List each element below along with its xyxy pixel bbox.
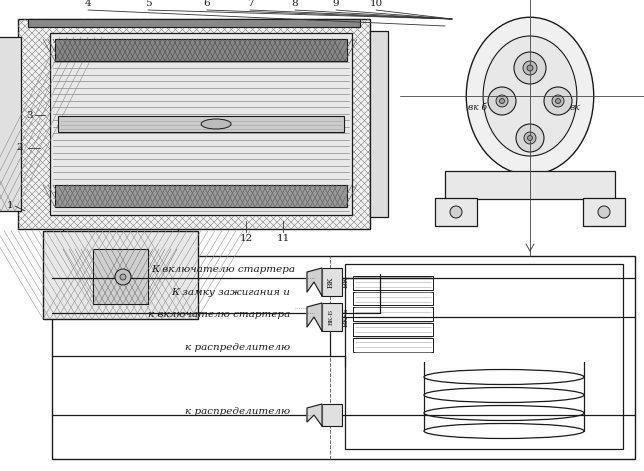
Circle shape (450, 206, 462, 218)
Text: 10: 10 (370, 0, 383, 8)
Polygon shape (307, 404, 322, 426)
Text: к включателю стартера: к включателю стартера (147, 310, 290, 319)
Circle shape (120, 274, 126, 280)
Text: 9: 9 (333, 0, 339, 8)
Circle shape (496, 95, 508, 107)
Text: ВК-Б: ВК-Б (328, 309, 334, 325)
Circle shape (598, 206, 610, 218)
Text: к распределителю: к распределителю (185, 406, 290, 415)
Bar (353, 307, 433, 321)
Text: 5: 5 (145, 0, 151, 8)
Circle shape (524, 132, 536, 144)
Ellipse shape (466, 17, 594, 175)
Bar (370, 31, 388, 217)
Text: 7: 7 (247, 0, 253, 8)
Text: К замку зажигания и: К замку зажигания и (171, 288, 290, 297)
Circle shape (527, 65, 533, 71)
Text: 1: 1 (6, 202, 14, 211)
Bar (353, 323, 433, 336)
Circle shape (488, 87, 516, 115)
Bar (0, 37, 21, 211)
Ellipse shape (424, 423, 584, 439)
Bar (445, 171, 615, 199)
Bar (322, 404, 342, 426)
Circle shape (115, 269, 131, 285)
Text: 3: 3 (26, 111, 33, 120)
Text: к распределителю: к распределителю (185, 343, 290, 352)
Bar (28, 19, 360, 27)
Text: вк: вк (570, 104, 580, 113)
Bar (353, 276, 433, 290)
Text: 2: 2 (17, 144, 23, 153)
Text: ВК: ВК (342, 276, 350, 288)
Circle shape (500, 98, 504, 104)
Circle shape (523, 61, 537, 75)
Text: вк б: вк б (468, 104, 488, 113)
Circle shape (552, 95, 564, 107)
Bar (322, 303, 342, 331)
Bar (58, 116, 344, 132)
Text: ВК: ВК (327, 276, 335, 288)
Text: 8: 8 (292, 0, 298, 8)
Circle shape (544, 87, 572, 115)
Bar (345, 264, 623, 449)
Ellipse shape (424, 406, 584, 421)
Bar (55, 185, 347, 207)
Circle shape (527, 136, 533, 140)
Text: 12: 12 (240, 234, 252, 243)
Bar (55, 39, 347, 61)
Text: ВК-Б: ВК-Б (342, 307, 350, 327)
Bar (322, 268, 342, 296)
Bar (43, 231, 198, 319)
Circle shape (556, 98, 560, 104)
Text: 6: 6 (204, 0, 211, 8)
Text: 11: 11 (276, 234, 290, 243)
Ellipse shape (201, 119, 231, 129)
Bar (353, 292, 433, 305)
Circle shape (514, 52, 546, 84)
Bar (435, 198, 477, 226)
Circle shape (516, 124, 544, 152)
Bar (50, 33, 352, 215)
Bar (583, 198, 625, 226)
Polygon shape (307, 303, 322, 331)
Text: К включателю стартера: К включателю стартера (151, 265, 295, 274)
Text: 4: 4 (85, 0, 91, 8)
Polygon shape (307, 268, 322, 296)
Bar (52, 256, 635, 459)
Ellipse shape (424, 370, 584, 384)
Bar (18, 19, 370, 229)
Ellipse shape (483, 36, 577, 156)
Bar (353, 338, 433, 352)
Bar (93, 249, 148, 304)
Ellipse shape (424, 388, 584, 403)
Bar (18, 19, 370, 229)
